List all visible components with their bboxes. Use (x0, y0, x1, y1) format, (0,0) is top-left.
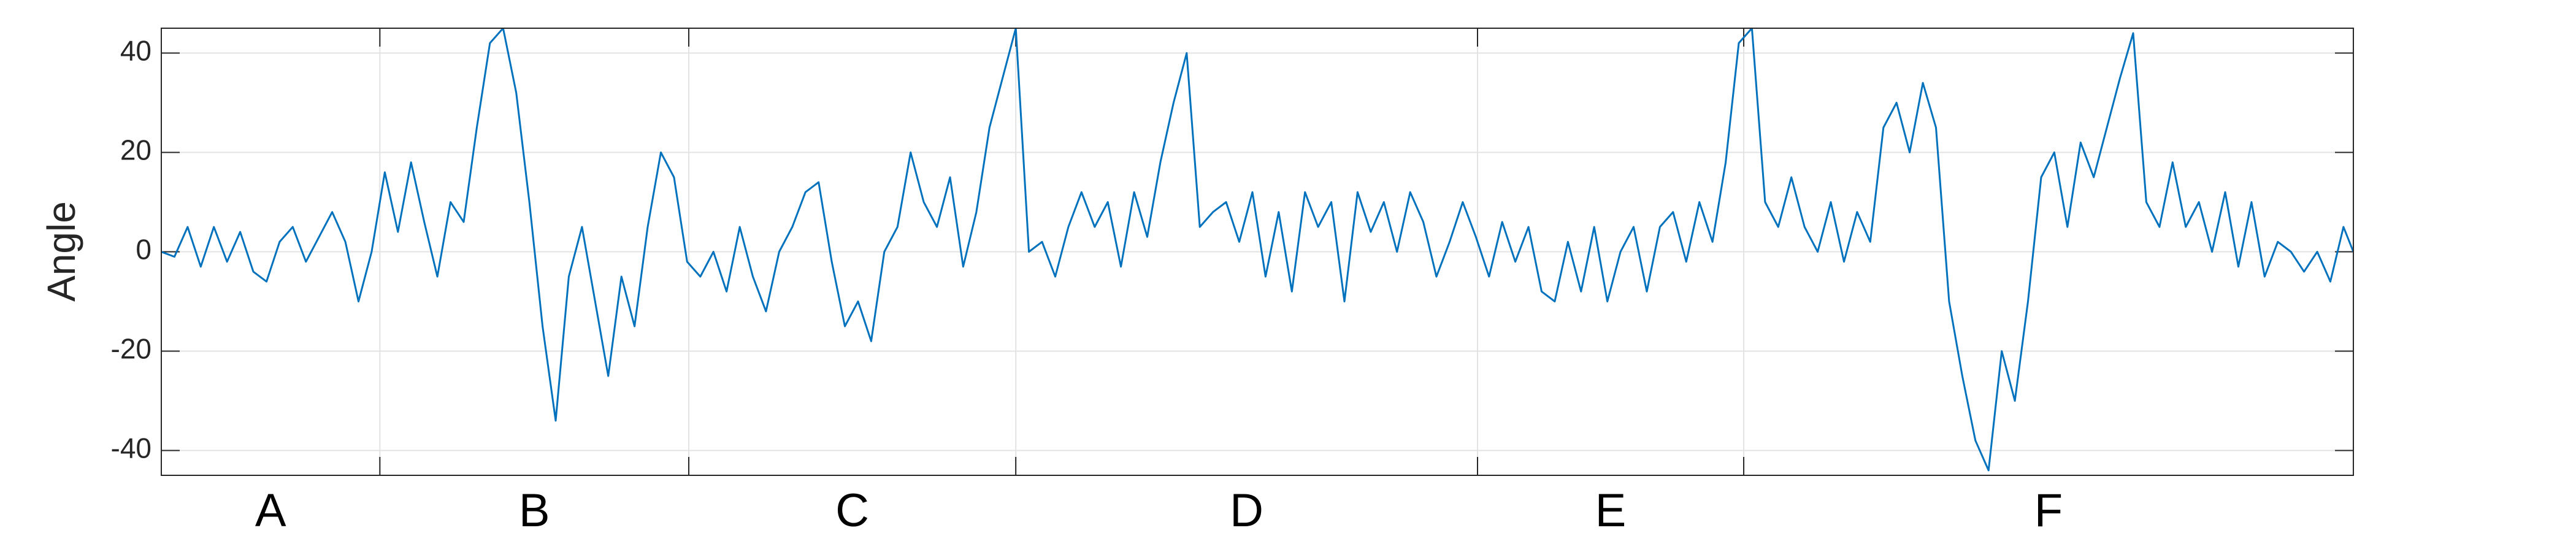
segment-label: F (2034, 485, 2063, 537)
segment-label: D (1230, 485, 1263, 537)
y-tick-label: -20 (111, 333, 151, 365)
y-tick-label: 0 (136, 234, 151, 266)
y-axis-label: Angle (39, 201, 83, 302)
segment-label: C (835, 485, 869, 537)
data-line (161, 28, 2353, 472)
segment-label: B (519, 485, 550, 537)
y-tick-label: -40 (111, 432, 151, 464)
segment-label: A (255, 485, 286, 537)
segment-label: E (1595, 485, 1627, 537)
y-tick-label: 40 (120, 35, 151, 67)
plot-frame (161, 28, 2354, 476)
y-tick-label: 20 (120, 134, 151, 166)
